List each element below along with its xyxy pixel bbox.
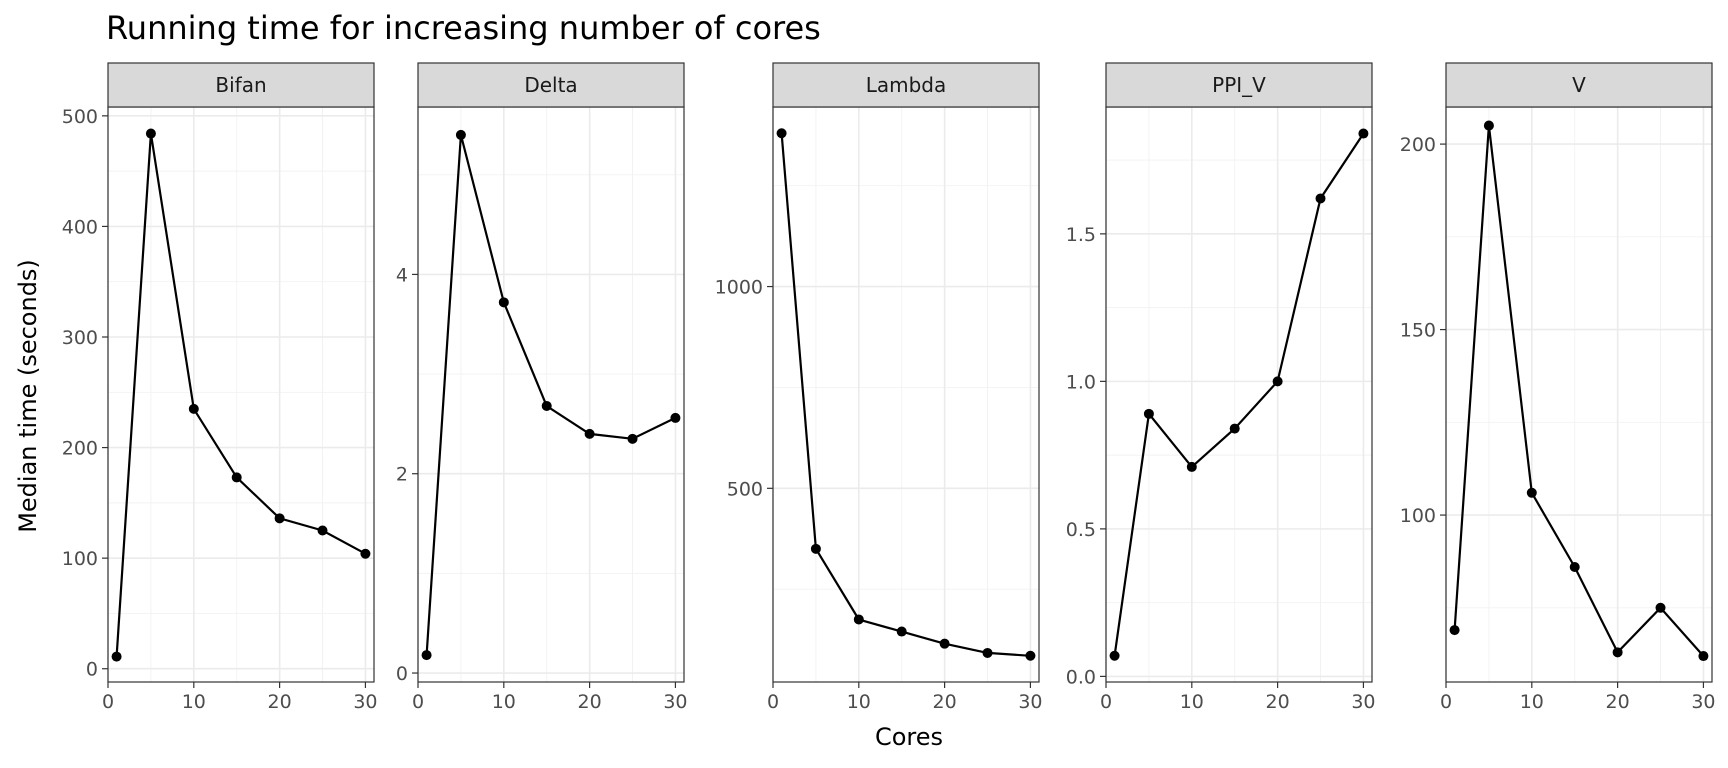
x-tick-label: 10 bbox=[847, 691, 871, 713]
data-point bbox=[231, 472, 242, 483]
data-point bbox=[1143, 408, 1154, 419]
facet-strip-label: Delta bbox=[524, 73, 577, 97]
data-point bbox=[541, 400, 552, 411]
panel-background bbox=[108, 107, 374, 682]
data-point bbox=[1025, 650, 1036, 661]
facet-strip-label: Bifan bbox=[215, 73, 266, 97]
y-tick-label: 0 bbox=[86, 659, 98, 681]
facet-strip bbox=[1105, 62, 1373, 108]
data-point bbox=[188, 403, 199, 414]
data-point bbox=[1569, 562, 1580, 572]
facet-strip bbox=[1445, 62, 1713, 108]
data-point bbox=[810, 543, 821, 554]
x-tick-label: 20 bbox=[933, 691, 957, 713]
y-tick-label: 200 bbox=[1400, 134, 1436, 156]
panel-background bbox=[1446, 107, 1712, 682]
facet-strip bbox=[107, 62, 375, 108]
panel-ppi-v: PPI_V 0 10 20 30 0.0 0.5 1.0 1.5 bbox=[1066, 62, 1376, 713]
facet-strip-label: PPI_V bbox=[1212, 73, 1266, 97]
data-point bbox=[1449, 625, 1460, 636]
data-point bbox=[1109, 650, 1120, 661]
x-tick-label: 30 bbox=[663, 691, 687, 713]
x-tick-label: 0 bbox=[1100, 691, 1112, 713]
x-tick-label: 30 bbox=[1018, 691, 1042, 713]
y-tick-label: 300 bbox=[62, 327, 98, 349]
data-point bbox=[455, 129, 466, 140]
y-tick-label: 100 bbox=[1400, 505, 1436, 527]
panel-background bbox=[773, 107, 1039, 682]
x-tick-label: 0 bbox=[767, 691, 779, 713]
y-tick-label: 400 bbox=[62, 216, 98, 238]
y-tick-label: 100 bbox=[62, 548, 98, 570]
panel-lambda: Lambda 0 10 20 30 500 1000 bbox=[715, 62, 1043, 713]
x-tick-label: 20 bbox=[1606, 691, 1630, 713]
x-tick-label: 0 bbox=[1440, 691, 1452, 713]
data-point bbox=[421, 650, 432, 661]
data-point bbox=[1698, 651, 1709, 662]
y-tick-label: 1.0 bbox=[1066, 371, 1096, 393]
data-point bbox=[317, 525, 328, 536]
data-point bbox=[670, 412, 681, 423]
data-point bbox=[776, 128, 787, 139]
facet-strip bbox=[417, 62, 685, 108]
data-point bbox=[1612, 647, 1623, 658]
x-tick-label: 20 bbox=[268, 691, 292, 713]
data-point bbox=[111, 651, 122, 662]
x-tick-label: 30 bbox=[1691, 691, 1715, 713]
y-tick-label: 500 bbox=[62, 106, 98, 128]
data-point bbox=[274, 513, 285, 524]
data-point bbox=[1229, 423, 1240, 434]
panel-delta: Delta 0 10 20 30 0 2 4 bbox=[396, 62, 688, 713]
y-tick-label: 1.5 bbox=[1066, 224, 1096, 246]
data-point bbox=[1272, 376, 1283, 387]
y-tick-label: 1000 bbox=[715, 277, 763, 299]
y-tick-label: 0.0 bbox=[1066, 666, 1096, 688]
data-point bbox=[896, 626, 907, 637]
panel-v: V 0 10 20 30 100 150 200 bbox=[1400, 62, 1716, 713]
chart-title: Running time for increasing number of co… bbox=[106, 9, 821, 47]
data-point bbox=[145, 128, 156, 139]
y-tick-label: 500 bbox=[727, 478, 763, 500]
y-tick-label: 4 bbox=[396, 264, 408, 286]
y-tick-label: 2 bbox=[396, 464, 408, 486]
data-point bbox=[1483, 120, 1494, 131]
data-point bbox=[1186, 461, 1197, 472]
data-point bbox=[982, 647, 993, 658]
data-point bbox=[360, 548, 371, 559]
y-axis-title: Median time (seconds) bbox=[14, 259, 42, 533]
x-tick-label: 30 bbox=[1351, 691, 1375, 713]
x-tick-label: 30 bbox=[353, 691, 377, 713]
x-tick-label: 0 bbox=[102, 691, 114, 713]
panel-background bbox=[1106, 107, 1372, 682]
data-point bbox=[1315, 193, 1326, 204]
data-point bbox=[1655, 602, 1666, 613]
data-point bbox=[627, 433, 638, 444]
data-point bbox=[1526, 487, 1537, 498]
facet-strip bbox=[772, 62, 1040, 108]
x-tick-label: 0 bbox=[412, 691, 424, 713]
facet-strip-label: V bbox=[1572, 73, 1586, 97]
x-tick-label: 10 bbox=[492, 691, 516, 713]
y-tick-label: 0 bbox=[396, 663, 408, 685]
data-point bbox=[853, 614, 864, 625]
x-tick-label: 20 bbox=[1266, 691, 1290, 713]
x-tick-label: 10 bbox=[1520, 691, 1544, 713]
x-axis-title: Cores bbox=[875, 723, 943, 751]
data-point bbox=[939, 638, 950, 649]
x-tick-label: 20 bbox=[578, 691, 602, 713]
panel-background bbox=[418, 107, 684, 682]
y-tick-label: 200 bbox=[62, 438, 98, 460]
x-tick-label: 10 bbox=[1180, 691, 1204, 713]
y-tick-label: 150 bbox=[1400, 320, 1436, 342]
y-tick-label: 0.5 bbox=[1066, 519, 1096, 541]
x-tick-label: 10 bbox=[182, 691, 206, 713]
data-point bbox=[498, 297, 509, 308]
data-point bbox=[1358, 128, 1369, 139]
facet-strip-label: Lambda bbox=[866, 73, 947, 97]
data-point bbox=[584, 428, 595, 439]
